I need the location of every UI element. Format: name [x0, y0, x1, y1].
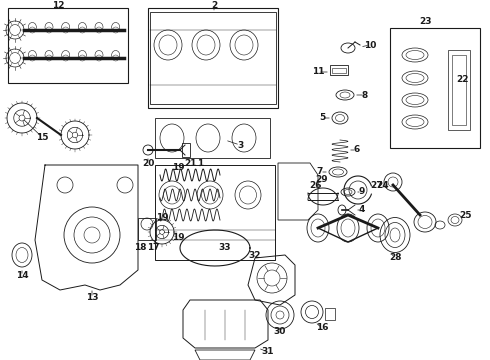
Text: 18: 18	[134, 243, 146, 252]
Bar	[150, 12, 276, 104]
Text: 10: 10	[364, 40, 376, 49]
Text: 19: 19	[172, 163, 184, 172]
Bar	[138, 218, 156, 240]
Text: 4: 4	[359, 206, 365, 215]
Text: 11: 11	[312, 68, 324, 77]
Text: 23: 23	[419, 18, 431, 27]
Text: 31: 31	[262, 347, 274, 356]
Text: 5: 5	[319, 113, 325, 122]
Text: 22: 22	[456, 76, 468, 85]
Bar	[182, 143, 190, 157]
Text: 8: 8	[362, 90, 368, 99]
Text: 16: 16	[316, 324, 328, 333]
Text: 19: 19	[156, 213, 168, 222]
Bar	[8, 8, 128, 83]
Bar	[148, 8, 278, 108]
Bar	[452, 55, 466, 125]
Bar	[155, 165, 275, 260]
Text: 19: 19	[172, 234, 184, 243]
Text: 24: 24	[377, 180, 390, 189]
Text: 30: 30	[274, 328, 286, 337]
Text: 3: 3	[237, 140, 243, 149]
Text: 27: 27	[371, 180, 383, 189]
Text: 26: 26	[309, 180, 321, 189]
Text: 21: 21	[184, 158, 196, 167]
Text: 25: 25	[459, 211, 471, 220]
Text: 20: 20	[142, 158, 154, 167]
Text: 9: 9	[359, 188, 365, 197]
Text: 6: 6	[354, 145, 360, 154]
Text: 29: 29	[316, 175, 328, 184]
Text: 28: 28	[389, 253, 401, 262]
Text: 1: 1	[197, 158, 203, 167]
Bar	[332, 68, 346, 73]
Bar	[155, 118, 270, 158]
Text: 32: 32	[249, 251, 261, 260]
Bar	[390, 28, 480, 148]
Text: 33: 33	[219, 243, 231, 252]
Text: 13: 13	[86, 293, 98, 302]
Bar	[325, 308, 335, 320]
Text: 17: 17	[147, 243, 159, 252]
Text: 2: 2	[211, 1, 217, 10]
Bar	[448, 50, 470, 130]
Text: 14: 14	[16, 271, 28, 280]
Text: 7: 7	[317, 167, 323, 176]
Bar	[330, 65, 348, 75]
Text: 12: 12	[52, 1, 64, 10]
Text: 15: 15	[36, 132, 48, 141]
